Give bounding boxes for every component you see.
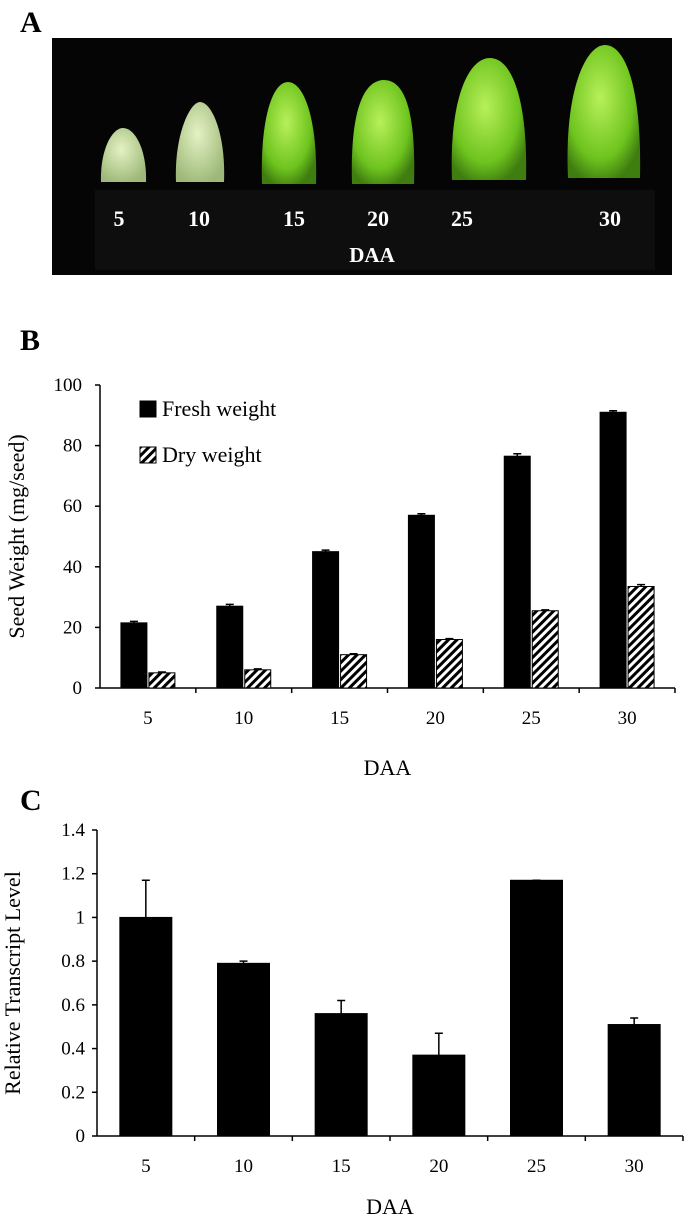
- y-tick-label: 40: [63, 557, 82, 578]
- y-axis-label: Seed Weight (mg/seed): [4, 434, 29, 638]
- bar: [217, 962, 270, 1137]
- bar: [607, 1024, 661, 1137]
- panel-label: C: [20, 784, 42, 817]
- seed-label: 30: [599, 206, 621, 231]
- y-tick-label: 0.6: [61, 995, 85, 1016]
- x-tick-label: 15: [332, 1156, 351, 1177]
- x-tick-label: 10: [234, 708, 253, 729]
- y-tick-label: 100: [54, 375, 83, 396]
- bar: [599, 411, 627, 689]
- bar: [531, 610, 559, 689]
- x-tick-label: 10: [234, 1156, 253, 1177]
- seed-label: 5: [114, 206, 125, 231]
- error-bar: [445, 637, 454, 640]
- seed-label: 15: [283, 206, 305, 231]
- x-axis-label: DAA: [366, 1194, 414, 1219]
- y-tick-label: 1.4: [61, 820, 85, 841]
- y-tick-label: 1: [76, 907, 86, 928]
- y-tick-label: 0.8: [61, 951, 85, 972]
- error-bar: [434, 1032, 443, 1056]
- error-bar: [239, 960, 248, 964]
- bar: [119, 916, 173, 1137]
- y-tick-label: 0: [73, 678, 83, 699]
- y-tick-label: 20: [63, 617, 82, 638]
- bar: [503, 455, 531, 689]
- error-bar: [513, 453, 522, 457]
- x-tick-label: 20: [429, 1156, 448, 1177]
- x-tick-label: 25: [527, 1156, 546, 1177]
- x-tick-label: 15: [330, 708, 349, 729]
- x-tick-label: 25: [522, 708, 541, 729]
- error-bar: [141, 879, 150, 918]
- bar: [510, 879, 563, 1137]
- x-tick-label: 20: [426, 708, 445, 729]
- bar: [407, 514, 435, 689]
- panel-label: A: [20, 6, 42, 39]
- seed-label: 20: [367, 206, 389, 231]
- bar: [148, 672, 176, 689]
- error-bar: [541, 609, 550, 611]
- bar: [244, 669, 272, 689]
- photo-axis-label: DAA: [349, 243, 395, 267]
- error-bar: [417, 513, 426, 516]
- error-bar: [225, 603, 234, 607]
- seeds: [100, 45, 641, 184]
- error-bar: [157, 671, 166, 673]
- legend-swatch: [139, 446, 157, 464]
- panel-label: B: [20, 324, 40, 357]
- bar: [312, 551, 340, 689]
- legend-swatch: [139, 400, 157, 418]
- seed-label: 25: [451, 206, 473, 231]
- y-tick-label: 1.2: [61, 864, 85, 885]
- error-bar: [349, 653, 358, 655]
- y-axis-label: Relative Transcript Level: [0, 871, 25, 1095]
- x-tick-label: 5: [141, 1156, 151, 1177]
- error-bar: [321, 549, 330, 552]
- bar: [120, 622, 148, 689]
- label-band: [95, 190, 655, 270]
- x-tick-label: 30: [625, 1156, 644, 1177]
- bar: [435, 639, 463, 689]
- seed-labels: 5 10 15 20 25 30: [114, 206, 622, 231]
- bar: [627, 585, 655, 689]
- bar: [314, 1013, 368, 1137]
- bar: [412, 1054, 466, 1137]
- y-tick-label: 60: [63, 496, 82, 517]
- bar: [216, 605, 244, 689]
- bar: [340, 654, 368, 689]
- error-bar: [337, 999, 346, 1014]
- legend-label: Fresh weight: [162, 396, 276, 421]
- legend-label: Dry weight: [162, 442, 262, 467]
- y-tick-label: 0.4: [61, 1039, 85, 1060]
- y-tick-label: 0.2: [61, 1082, 85, 1103]
- x-tick-label: 5: [143, 708, 153, 729]
- y-tick-label: 80: [63, 436, 82, 457]
- error-bar: [630, 1017, 639, 1025]
- x-axis-label: DAA: [364, 755, 412, 780]
- x-tick-label: 30: [618, 708, 637, 729]
- error-bar: [637, 583, 646, 587]
- error-bar: [253, 668, 262, 670]
- error-bar: [129, 620, 138, 623]
- y-tick-label: 0: [76, 1126, 86, 1147]
- seed-label: 10: [188, 206, 210, 231]
- error-bar: [609, 410, 618, 413]
